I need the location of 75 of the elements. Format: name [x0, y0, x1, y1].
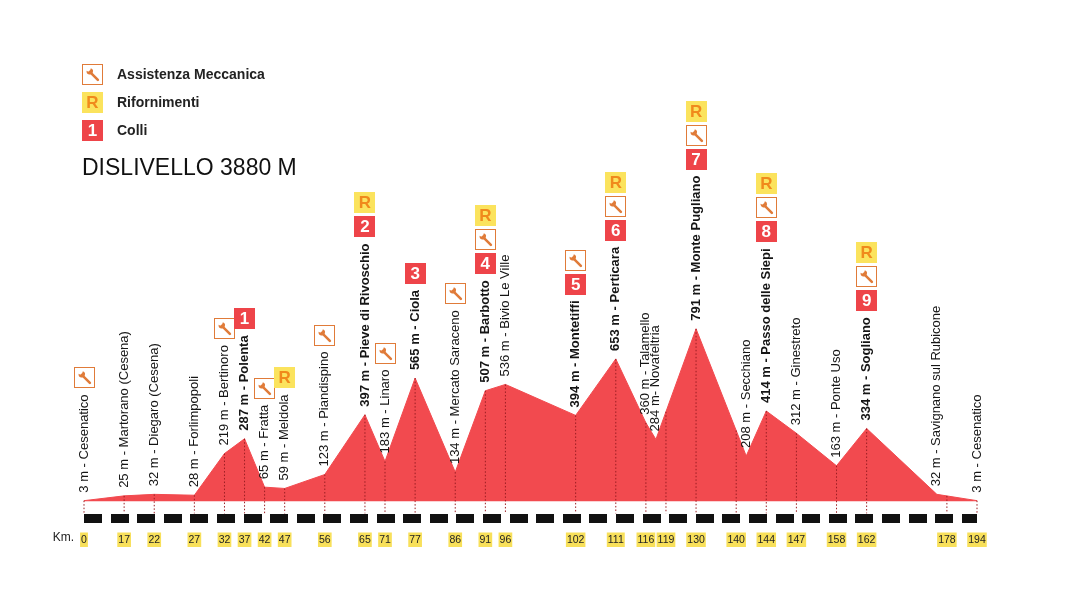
x-tick-label: 116 [637, 532, 655, 545]
data-label: 25 m - Martorano (Cesena) [115, 331, 131, 488]
text: 2 [354, 216, 376, 238]
text: R [755, 173, 777, 195]
data-label: 791 m - Monte Pugliano [687, 175, 703, 321]
x-tick-label: 91 [479, 532, 492, 545]
x-tick-label: 0 [81, 532, 88, 545]
data-label: 312 m - Ginestreto [787, 317, 803, 426]
text: Rifornimenti [117, 94, 200, 110]
x-tick-label: 17 [118, 532, 131, 545]
x-tick-label: 22 [148, 532, 161, 545]
data-label: 565 m - Ciola [406, 289, 422, 371]
data-label: 134 m - Mercato Saraceno [446, 310, 462, 465]
data-label: 536 m - Bivio Le Ville [496, 254, 512, 377]
chart-title: DISLIVELLO 3880 M [82, 154, 297, 181]
x-tick-label: 111 [607, 532, 624, 545]
x-tick-label: 140 [727, 532, 746, 545]
text: Assistenza Meccanica [117, 66, 265, 82]
data-label: 163 m - Ponte Uso [828, 349, 844, 458]
text: 1 [82, 119, 103, 141]
x-tick-label: 37 [238, 532, 251, 545]
x-tick-label: 47 [278, 532, 291, 545]
data-label: 3 m - Cesenatico [968, 394, 984, 493]
data-label: 28 m - Forlimpopoli [185, 375, 201, 488]
text: 1 [234, 308, 256, 330]
text: 3 [404, 262, 426, 284]
x-tick-label: 102 [566, 532, 585, 545]
text: 6 [605, 219, 627, 241]
x-tick-label: 162 [857, 532, 876, 545]
data-label: 394 m - Montetiffi [567, 300, 583, 408]
x-tick-label: 194 [968, 532, 986, 545]
data-label: 183 m - Linaro [376, 369, 392, 454]
x-tick-label: 96 [499, 532, 512, 545]
data-label: 219 m - Bertinoro [216, 345, 232, 446]
x-tick-label: 27 [188, 532, 201, 545]
data-label: 507 m - Barbotto [476, 280, 492, 383]
x-tick-label: 65 [359, 532, 371, 545]
x-tick-label: 56 [318, 532, 331, 545]
data-label: 59 m - Meldola [276, 393, 292, 481]
text: 8 [755, 221, 777, 243]
text: R [354, 192, 376, 214]
text: 9 [856, 290, 878, 312]
x-tick-label: 144 [757, 532, 776, 545]
x-tick-label: 130 [687, 532, 705, 545]
x-tick-label: 71 [379, 532, 392, 545]
data-label: 65 m - Fratta [256, 403, 272, 480]
annotation: R [274, 367, 296, 389]
x-tick-label: 158 [827, 532, 846, 545]
data-label: 3 m - Cesenatico [75, 394, 91, 493]
text: R [685, 100, 707, 122]
data-label: 208 m - Secchiano [737, 339, 753, 448]
x-tick-label: 119 [657, 532, 675, 545]
x-tick-label: 32 [218, 532, 231, 545]
data-label: 123 m - Piandispino [316, 351, 332, 467]
x-tick-label: 147 [787, 532, 806, 545]
text: R [474, 205, 496, 227]
text: R [82, 91, 103, 113]
text: Colli [117, 122, 148, 138]
x-axis-title: Km. [52, 529, 74, 544]
data-label: 334 m - Sogliano [858, 317, 874, 421]
data-label: 653 m - Perticara [607, 246, 623, 351]
text: 5 [565, 273, 587, 295]
data-label: 397 m - Pieve di Rivoschio [356, 243, 372, 407]
data-label: 414 m - Passo delle Siepi [757, 248, 773, 404]
text: 4 [474, 253, 496, 275]
data-label: 32 m - Diegaro (Cesena) [145, 343, 161, 487]
data-label: 32 m - Savignano sul Rubicone [928, 305, 944, 487]
x-tick-label: 42 [258, 532, 271, 545]
x-tick-label: 86 [449, 532, 462, 545]
x-tick-label: 178 [938, 532, 956, 545]
text: R [856, 242, 878, 264]
data-label: 287 m - Polenta [236, 334, 252, 431]
text: R [605, 171, 627, 193]
x-tick-label: 77 [409, 532, 422, 545]
text: 7 [685, 148, 707, 170]
